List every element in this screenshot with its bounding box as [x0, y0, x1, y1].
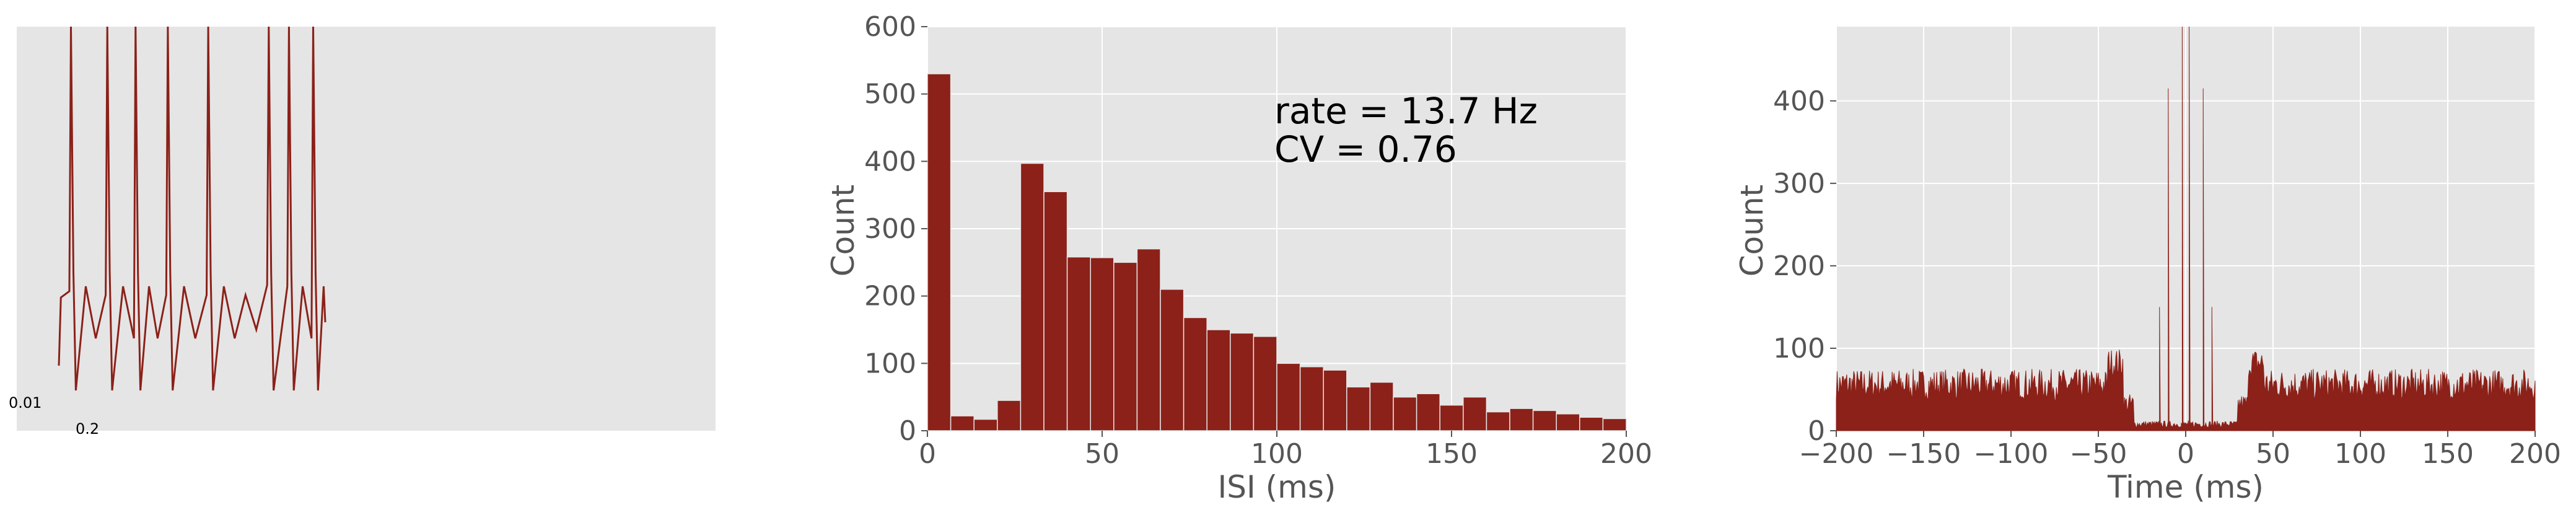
- isi-bar: [1043, 191, 1068, 431]
- isi-bar: [1486, 411, 1510, 431]
- isi-bar: [1206, 329, 1231, 431]
- isi-bar: [1020, 162, 1045, 431]
- cc-y-tick-label: 0: [1808, 415, 1825, 447]
- isi-x-ticks: 0 50 100 150 200: [919, 431, 1652, 470]
- isi-bar: [1066, 256, 1091, 431]
- correlogram-y-axis-label: Count: [1734, 185, 1770, 277]
- isi-bar: [1556, 413, 1580, 431]
- isi-bar: [927, 73, 952, 431]
- cc-y-tick-label: 300: [1773, 168, 1825, 200]
- rate-annotation: rate = 13.7 Hz: [1274, 90, 1538, 132]
- isi-bars: [927, 73, 1627, 431]
- isi-bar: [973, 418, 998, 431]
- isi-x-tick-label: 150: [1426, 438, 1478, 470]
- isi-bar: [1323, 369, 1347, 431]
- cc-y-tick-label: 200: [1773, 250, 1825, 282]
- cc-x-tick-label: −150: [1886, 438, 1961, 470]
- isi-bar: [1136, 248, 1161, 431]
- isi-x-tick-label: 0: [919, 438, 936, 470]
- scale-bar-vertical-label: 0.01: [9, 394, 42, 412]
- correlogram-x-axis-label: Time (ms): [2107, 469, 2264, 505]
- isi-y-axis-label: Count: [825, 185, 861, 277]
- cc-x-tick-label: 0: [2177, 438, 2194, 470]
- isi-y-tick-label: 600: [864, 11, 916, 43]
- correlogram-y-ticks: 0 100 200 300 400: [1773, 86, 1836, 447]
- isi-y-tick-label: 100: [864, 348, 916, 379]
- cc-x-tick-label: −100: [1974, 438, 2049, 470]
- isi-bar: [1160, 289, 1185, 431]
- isi-x-tick-label: 100: [1251, 438, 1303, 470]
- voltage-trace-panel: 0.01 0.2: [9, 26, 716, 438]
- isi-bar: [1253, 336, 1277, 431]
- isi-bar: [1346, 386, 1371, 431]
- correlogram-gridlines: [1836, 27, 2536, 431]
- isi-y-tick-label: 400: [864, 146, 916, 177]
- voltage-trace-line: [58, 26, 326, 391]
- cc-x-tick-label: 200: [2509, 438, 2561, 470]
- cc-y-tick-label: 100: [1773, 333, 1825, 364]
- isi-histogram-panel: 0 50 100 150 200 0 100 200 300 400 500 600 rate = …: [825, 11, 1652, 505]
- cc-x-tick-label: 150: [2422, 438, 2474, 470]
- scale-bar-horizontal-label: 0.2: [76, 420, 99, 438]
- isi-bar: [1113, 262, 1138, 431]
- cc-x-tick-label: −200: [1799, 438, 1874, 470]
- isi-bar: [1416, 393, 1440, 431]
- correlogram-panel: −200 −150 −100 −50 0 50 100 150 200 0 100 200 300 40…: [1734, 26, 2561, 505]
- isi-bar: [1276, 363, 1301, 431]
- isi-y-tick-label: 200: [864, 281, 916, 312]
- isi-bar: [1090, 257, 1115, 431]
- cc-y-tick-label: 400: [1773, 86, 1825, 117]
- isi-x-axis-label: ISI (ms): [1218, 469, 1336, 505]
- isi-bar: [1230, 332, 1255, 431]
- isi-y-tick-label: 300: [864, 213, 916, 245]
- isi-y-tick-label: 0: [899, 415, 916, 447]
- isi-bar: [1602, 418, 1627, 431]
- isi-bar: [997, 400, 1022, 431]
- isi-bar: [1439, 404, 1464, 431]
- isi-bar: [1393, 396, 1417, 431]
- isi-bar: [1579, 416, 1604, 431]
- isi-x-tick-label: 200: [1600, 438, 1652, 470]
- cc-x-tick-label: 50: [2256, 438, 2290, 470]
- isi-y-ticks: 0 100 200 300 400 500 600: [864, 11, 927, 447]
- correlogram-x-ticks: −200 −150 −100 −50 0 50 100 150 200: [1799, 431, 2561, 470]
- isi-bar: [1509, 408, 1534, 431]
- cv-annotation: CV = 0.76: [1274, 128, 1457, 170]
- correlogram-area: [1836, 26, 2536, 431]
- isi-x-tick-label: 50: [1085, 438, 1119, 470]
- cc-x-tick-label: −50: [2070, 438, 2127, 470]
- isi-y-tick-label: 500: [864, 79, 916, 110]
- isi-bar: [950, 415, 975, 431]
- cc-x-tick-label: 100: [2334, 438, 2386, 470]
- voltage-plot-area: [17, 27, 716, 431]
- isi-bar: [1183, 317, 1207, 431]
- isi-bar: [1532, 410, 1557, 431]
- isi-bar: [1463, 396, 1487, 431]
- isi-bar: [1299, 366, 1324, 431]
- isi-bar: [1369, 382, 1394, 431]
